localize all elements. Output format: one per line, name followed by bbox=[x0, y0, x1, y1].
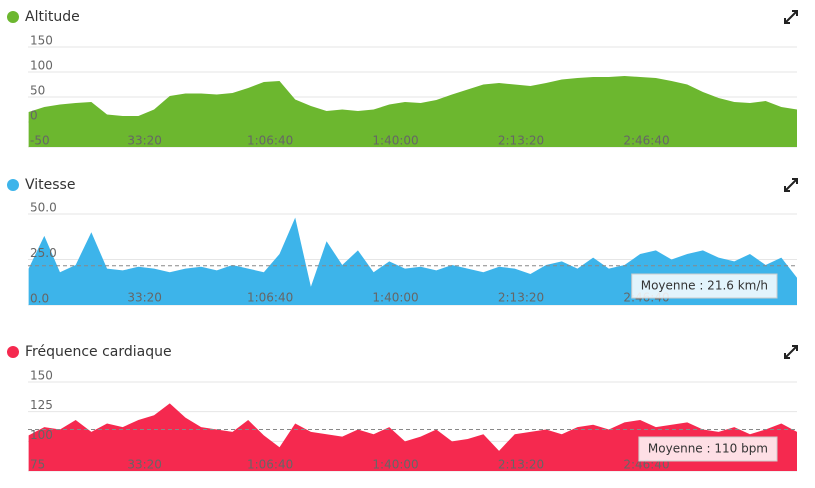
y-tick-label: 125 bbox=[30, 398, 53, 412]
area bbox=[28, 217, 797, 305]
y-tick-label: 100 bbox=[30, 428, 53, 442]
y-tick-label: 0 bbox=[30, 109, 38, 123]
y-tick-label: 25.0 bbox=[30, 246, 57, 260]
area bbox=[28, 76, 797, 147]
y-tick-label: 0.0 bbox=[30, 292, 49, 306]
x-tick-label: 2:13:20 bbox=[498, 291, 544, 305]
y-tick-label: 50.0 bbox=[30, 201, 57, 215]
legend-dot bbox=[7, 346, 19, 358]
y-tick-label: 75 bbox=[30, 458, 45, 472]
expand-button[interactable] bbox=[784, 10, 798, 24]
average-badge: Moyenne : 21.6 km/h bbox=[631, 273, 778, 299]
average-box bbox=[631, 273, 778, 299]
x-tick-label: 33:20 bbox=[127, 291, 162, 305]
y-tick-label: 100 bbox=[30, 59, 53, 73]
x-tick-label: 1:40:00 bbox=[372, 291, 418, 305]
average-label: Moyenne : 21.6 km/h bbox=[641, 279, 768, 293]
x-tick-label: 1:06:40 bbox=[247, 291, 293, 305]
legend-dot bbox=[7, 179, 19, 191]
x-tick-label: 2:13:20 bbox=[498, 134, 544, 148]
x-tick-label: 2:46:40 bbox=[623, 134, 669, 148]
chart-title: Altitude bbox=[25, 9, 80, 25]
x-tick-label: 2:13:20 bbox=[498, 458, 544, 472]
expand-button[interactable] bbox=[784, 345, 798, 359]
chart-title: Vitesse bbox=[25, 177, 75, 193]
y-tick-label: 150 bbox=[30, 34, 53, 48]
average-box bbox=[638, 436, 778, 462]
y-tick-label: -50 bbox=[30, 134, 50, 148]
x-tick-label: 1:40:00 bbox=[372, 134, 418, 148]
x-tick-label: 33:20 bbox=[127, 458, 162, 472]
average-label: Moyenne : 110 bpm bbox=[648, 442, 768, 456]
chart-title: Fréquence cardiaque bbox=[25, 344, 172, 360]
average-badge: Moyenne : 110 bpm bbox=[638, 436, 778, 462]
x-tick-label: 1:06:40 bbox=[247, 134, 293, 148]
y-tick-label: 50 bbox=[30, 84, 45, 98]
x-tick-label: 33:20 bbox=[127, 134, 162, 148]
y-tick-label: 150 bbox=[30, 369, 53, 383]
x-tick-label: 1:40:00 bbox=[372, 458, 418, 472]
legend-dot bbox=[7, 11, 19, 23]
expand-button[interactable] bbox=[784, 178, 798, 192]
area bbox=[28, 403, 797, 471]
x-tick-label: 1:06:40 bbox=[247, 458, 293, 472]
